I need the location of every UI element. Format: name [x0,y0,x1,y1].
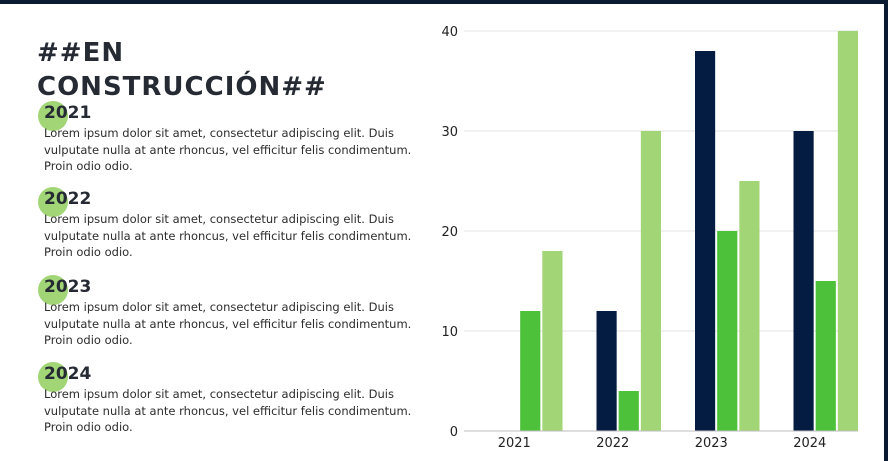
entry-year: 2023 [44,277,92,297]
bar-2024-series-1 [793,131,814,431]
y-tick-label: 20 [441,225,458,240]
y-tick-label: 30 [441,125,458,140]
bullet-dot [38,187,68,217]
entry-year: 2022 [44,189,92,209]
bullet-dot [38,101,68,131]
x-tick-label: 2024 [793,436,826,451]
entry-year: 2021 [44,103,92,123]
entry-text: Lorem ipsum dolor sit amet, consectetur … [44,300,412,347]
y-tick-label: 40 [441,25,458,40]
page-title: ##EN CONSTRUCCIÓN## [37,38,327,102]
bar-2023-series-3 [739,181,760,431]
bar-2021-series-3 [542,251,563,431]
bar-2022-series-3 [640,131,661,431]
y-tick-label: 10 [441,325,458,340]
x-tick-label: 2021 [498,436,531,451]
entry-text: Lorem ipsum dolor sit amet, consectetur … [44,387,412,434]
entry-text: Lorem ipsum dolor sit amet, consectetur … [44,212,412,259]
entry-year: 2024 [44,364,92,384]
x-tick-label: 2023 [695,436,728,451]
bar-2021-series-2 [520,311,541,431]
y-tick-label: 0 [450,425,458,440]
bar-2022-series-1 [596,311,617,431]
bullet-dot [38,362,68,392]
bar-2023-series-2 [717,231,738,431]
bullet-dot [38,275,68,305]
x-tick-label: 2022 [596,436,629,451]
bar-2022-series-2 [618,391,639,431]
bar-2023-series-1 [695,51,716,431]
entry-text: Lorem ipsum dolor sit amet, consectetur … [44,126,412,173]
bar-2024-series-2 [815,281,836,431]
bar-2024-series-3 [837,31,858,431]
